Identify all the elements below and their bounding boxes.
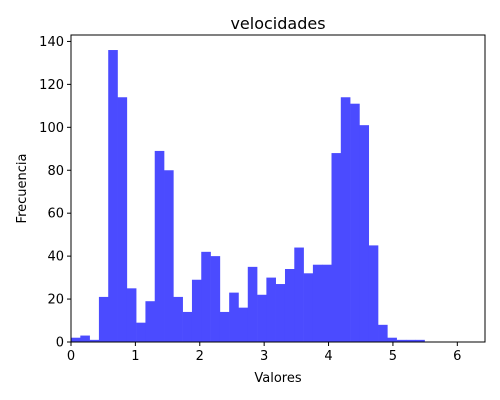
histogram-bar xyxy=(98,296,109,342)
histogram-bar xyxy=(257,294,267,342)
histogram-bar xyxy=(71,337,81,342)
histogram-bar xyxy=(201,251,211,342)
histogram-bar xyxy=(191,279,202,342)
x-tick-label: 0 xyxy=(67,349,75,364)
x-axis-label: Valores xyxy=(254,371,301,386)
y-tick-label: 100 xyxy=(39,121,64,136)
histogram-bar xyxy=(136,322,146,342)
y-tick-label: 40 xyxy=(47,250,64,265)
bars-group xyxy=(71,50,425,342)
x-tick-label: 4 xyxy=(324,349,332,364)
histogram-bar xyxy=(359,125,370,342)
histogram-bar xyxy=(210,256,221,342)
y-tick-label: 120 xyxy=(39,78,64,93)
histogram-bar xyxy=(294,247,304,342)
histogram-bar xyxy=(312,264,323,342)
x-tick-label: 1 xyxy=(131,349,139,364)
histogram-bar xyxy=(219,311,230,342)
histogram-bar xyxy=(396,339,407,342)
histogram-bar xyxy=(80,335,90,342)
histogram-bar xyxy=(387,337,397,342)
histogram-bar xyxy=(108,50,118,342)
x-tick-label: 3 xyxy=(260,349,268,364)
histogram-bar xyxy=(173,296,183,342)
histogram-bar xyxy=(340,97,351,342)
histogram-bar xyxy=(303,273,314,342)
histogram-bar xyxy=(322,264,332,342)
histogram-bar xyxy=(117,97,128,342)
histogram-bar xyxy=(350,103,360,342)
y-axis-ticks: 0 20 40 60 80 100 120 140 xyxy=(39,35,71,351)
histogram-bar xyxy=(415,339,425,342)
histogram-bar xyxy=(164,170,174,342)
histogram-bar xyxy=(275,284,286,342)
x-tick-label: 2 xyxy=(196,349,204,364)
histogram-bar xyxy=(89,339,100,342)
histogram-bar xyxy=(378,324,388,342)
histogram-bar xyxy=(154,150,165,342)
histogram-bar xyxy=(229,292,239,342)
histogram-bar xyxy=(405,339,416,342)
histogram-bar xyxy=(266,277,276,342)
chart-title: velocidades xyxy=(230,14,325,33)
x-tick-label: 6 xyxy=(453,349,461,364)
histogram-bar xyxy=(126,288,137,342)
plot-frame xyxy=(70,34,486,343)
x-axis-ticks: 0 1 2 3 4 5 6 xyxy=(67,342,461,364)
histogram-bar xyxy=(368,245,379,342)
y-tick-label: 20 xyxy=(47,293,64,308)
y-tick-label: 60 xyxy=(47,207,64,222)
y-tick-label: 140 xyxy=(39,35,64,50)
x-tick-label: 5 xyxy=(389,349,397,364)
histogram-bar xyxy=(182,311,193,342)
histogram-bar xyxy=(247,266,258,342)
histogram-bar xyxy=(238,307,249,342)
y-tick-label: 80 xyxy=(47,164,64,179)
histogram-bar xyxy=(331,153,342,342)
y-axis-label: Frecuencia xyxy=(15,154,30,224)
histogram-bar xyxy=(145,301,156,342)
y-tick-label: 0 xyxy=(56,336,64,351)
histogram-bar xyxy=(284,269,295,342)
